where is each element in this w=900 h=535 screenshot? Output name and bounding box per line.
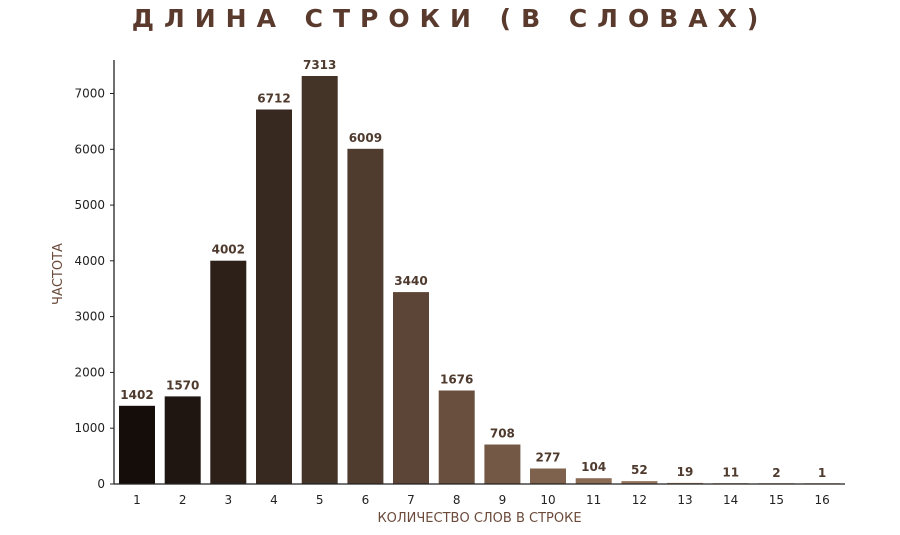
- x-axis-title: КОЛИЧЕСТВО СЛОВ В СТРОКЕ: [377, 511, 581, 526]
- y-tick-label-1000: 1000: [74, 421, 105, 435]
- bar-12: [621, 481, 658, 484]
- bar-3: [210, 260, 247, 484]
- bar-7: [393, 292, 429, 484]
- chart-title: ДЛИНА СТРОКИ (В СЛОВАХ): [131, 4, 769, 33]
- value-label-6: 6009: [349, 131, 382, 145]
- bar-6: [347, 148, 384, 485]
- x-axis: 1 2 3 4 5 6 7 8 9 10 11 12 13 14 15 16: [114, 483, 845, 507]
- value-label-7: 3440: [394, 274, 427, 288]
- value-label-8: 1676: [440, 373, 473, 387]
- value-label-14: 11: [722, 465, 739, 479]
- y-tick-label-0: 0: [97, 477, 105, 491]
- y-tick-label-7000: 7000: [74, 87, 105, 101]
- x-tick-label-3: 3: [224, 493, 232, 507]
- bar-11: [575, 478, 612, 484]
- value-labels-layer: 1402 1570 4002 6712 7313 6009 3440 1676 708 277 10…: [120, 58, 826, 480]
- x-tick-label-16: 16: [814, 493, 829, 507]
- x-tick-label-13: 13: [677, 493, 692, 507]
- x-tick-label-11: 11: [586, 493, 601, 507]
- bar-4: [256, 109, 292, 484]
- value-label-3: 4002: [212, 243, 245, 257]
- value-label-13: 19: [677, 465, 694, 479]
- value-label-1: 1402: [120, 388, 153, 402]
- value-label-4: 6712: [257, 92, 290, 106]
- bar-1: [119, 405, 155, 484]
- y-tick-label-4000: 4000: [74, 254, 105, 268]
- x-tick-label-8: 8: [453, 493, 461, 507]
- value-label-5: 7313: [303, 58, 336, 72]
- y-tick-label-6000: 6000: [74, 142, 105, 156]
- value-label-9: 708: [490, 427, 515, 441]
- x-tick-label-9: 9: [499, 493, 507, 507]
- x-tick-label-5: 5: [316, 493, 324, 507]
- value-label-10: 277: [535, 451, 560, 465]
- bar-2: [164, 396, 201, 484]
- value-label-2: 1570: [166, 378, 199, 392]
- x-tick-label-15: 15: [769, 493, 784, 507]
- value-label-11: 104: [581, 460, 606, 474]
- bar-8: [438, 390, 475, 484]
- x-tick-label-7: 7: [407, 493, 415, 507]
- bars-layer: [119, 76, 841, 485]
- y-tick-label-2000: 2000: [74, 365, 105, 379]
- x-tick-label-1: 1: [133, 493, 141, 507]
- bar-10: [530, 468, 566, 484]
- x-tick-label-10: 10: [540, 493, 555, 507]
- x-tick-label-6: 6: [362, 493, 370, 507]
- value-label-16: 1: [818, 466, 826, 480]
- x-tick-label-12: 12: [632, 493, 647, 507]
- y-axis: 0 1000 2000 3000 4000 5000 6000 7000: [74, 60, 115, 491]
- y-axis-title: ЧАСТОТА: [51, 243, 66, 305]
- x-tick-label-14: 14: [723, 493, 738, 507]
- y-tick-label-3000: 3000: [74, 310, 105, 324]
- bar-9: [484, 444, 521, 484]
- y-tick-label-5000: 5000: [74, 198, 105, 212]
- bar-5: [301, 76, 338, 484]
- x-tick-label-4: 4: [270, 493, 278, 507]
- value-label-12: 52: [631, 463, 648, 477]
- value-label-15: 2: [772, 466, 780, 480]
- x-tick-label-2: 2: [179, 493, 187, 507]
